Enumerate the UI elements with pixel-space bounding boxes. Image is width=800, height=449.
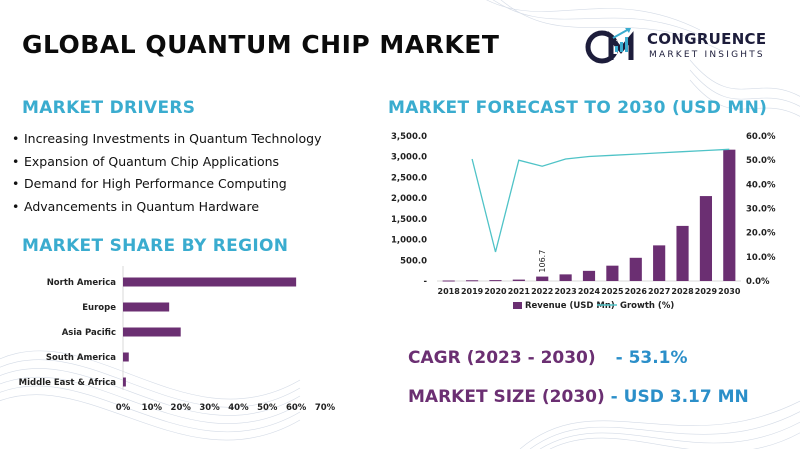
x-tick-label: 2023 [554, 287, 576, 296]
y-right-tick-label: 50.0% [746, 156, 776, 166]
x-tick-label: 10% [142, 403, 163, 413]
growth-line [471, 148, 730, 253]
x-tick-label: 0% [116, 403, 131, 413]
x-tick-label: 2020 [484, 287, 507, 296]
x-tick-label: 30% [199, 403, 220, 413]
bar-south-america [123, 352, 129, 362]
y-left-tick-label: 3,000.0 [391, 153, 427, 163]
y-left-tick-label: 3,500.0 [391, 132, 427, 142]
x-tick-label: 2026 [625, 287, 648, 296]
legend-swatch-revenue [513, 302, 522, 309]
market-size-label: MARKET SIZE (2030) [408, 387, 605, 407]
y-left-tick-label: 500.0 [400, 256, 427, 266]
x-tick-label: 2025 [601, 287, 624, 296]
list-item: • Demand for High Performance Computing [12, 176, 287, 191]
category-label: Asia Pacific [62, 328, 116, 338]
x-tick-label: 2024 [578, 287, 601, 296]
page-title: GLOBAL QUANTUM CHIP MARKET [22, 30, 500, 59]
x-tick-label: 2019 [461, 287, 484, 296]
x-tick-label: 20% [171, 403, 192, 413]
bar-2025 [606, 265, 619, 281]
congruence-logo-icon [585, 28, 634, 64]
list-item: • Advancements in Quantum Hardware [12, 198, 260, 214]
cagr-label: CAGR (2023 - 2030) [408, 348, 596, 368]
y-left-tick-label: 1,500.0 [391, 215, 427, 225]
driver-text: Expansion of Quantum Chip Applications [24, 153, 280, 169]
category-label: North America [47, 278, 117, 288]
category-label: Middle East & Africa [19, 378, 117, 388]
x-tick-label: 2027 [648, 287, 670, 296]
x-tick-label: 2028 [671, 287, 694, 296]
bar-2030 [723, 149, 736, 281]
x-tick-label: 2018 [438, 287, 461, 296]
bar-2026 [629, 257, 642, 281]
y-right-tick-label: 40.0% [746, 180, 776, 190]
bar-2027 [653, 245, 666, 281]
bar-2022 [536, 276, 549, 281]
legend-label-revenue: Revenue (USD Mn) [525, 301, 615, 311]
category-label: Europe [82, 303, 116, 313]
x-tick-label: 70% [315, 403, 336, 413]
cagr-stat: CAGR (2023 - 2030) - 53.1% [408, 348, 688, 368]
legend-label-growth: Growth (%) [620, 301, 674, 311]
logo-name: CONGRUENCE [647, 30, 767, 48]
x-tick-label: 40% [228, 403, 249, 413]
region-share-chart: North America Europe Asia Pacific South Ame… [19, 266, 336, 413]
y-right-tick-label: 20.0% [746, 229, 776, 239]
bar-asia-pacific [123, 327, 181, 337]
driver-text: Demand for High Performance Computing [24, 176, 287, 191]
y-left-tick-label: 2,000.0 [391, 194, 427, 204]
x-tick-label: 2022 [531, 287, 553, 296]
x-tick-label: 50% [257, 403, 278, 413]
company-logo: CONGRUENCE MARKET INSIGHTS [585, 26, 785, 66]
category-label: South America [46, 353, 116, 363]
bar-2029 [699, 196, 713, 281]
list-item: • Expansion of Quantum Chip Applications [12, 153, 280, 169]
cagr-value: 53.1% [628, 348, 688, 368]
bar-2028 [676, 225, 689, 281]
forecast-chart: - 500.0 1,000.0 1,500.0 2,000.0 2,500.0 3,000.… [391, 132, 776, 311]
x-tick-label: 2029 [695, 287, 718, 296]
y-right-tick-label: 30.0% [746, 205, 776, 215]
cagr-separator: - [615, 348, 623, 368]
y-left-tick-label: 2,500.0 [391, 173, 427, 183]
y-right-tick-label: 0.0% [746, 277, 770, 287]
y-left-tick-label: 1,000.0 [391, 236, 427, 246]
bar-2023 [559, 274, 572, 281]
x-tick-label: 2030 [718, 287, 741, 296]
y-left-tick-label: - [423, 277, 427, 287]
y-right-tick-label: 60.0% [746, 132, 776, 142]
x-tick-label: 2021 [508, 287, 531, 296]
list-item: • Increasing Investments in Quantum Techn… [12, 131, 322, 146]
market-forecast-heading: MARKET FORECAST TO 2030 (USD MN) [388, 98, 768, 118]
data-label-2022: 106.7 [538, 250, 547, 273]
bar-2021 [512, 279, 525, 281]
bar-2018 [442, 280, 455, 282]
bar-europe [123, 302, 170, 312]
logo-subtitle: MARKET INSIGHTS [649, 50, 765, 60]
market-drivers-heading: MARKET DRIVERS [22, 98, 196, 118]
bar-2024 [582, 270, 596, 281]
y-right-tick-label: 10.0% [746, 253, 776, 263]
bar-2019 [465, 280, 479, 282]
driver-text: Increasing Investments in Quantum Techno… [24, 131, 322, 146]
market-share-heading: MARKET SHARE BY REGION [22, 236, 289, 256]
bar-north-america [123, 277, 297, 287]
market-drivers-list: • Increasing Investments in Quantum Techn… [12, 128, 322, 218]
market-size-value: USD 3.17 MN [623, 387, 749, 407]
market-size-separator: - [610, 387, 618, 407]
x-tick-label: 60% [286, 403, 307, 413]
bar-2020 [489, 280, 502, 282]
driver-text: Advancements in Quantum Hardware [24, 198, 260, 214]
market-size-stat: MARKET SIZE (2030) - USD 3.17 MN [408, 387, 749, 407]
bar-middle-east-africa [123, 377, 126, 387]
